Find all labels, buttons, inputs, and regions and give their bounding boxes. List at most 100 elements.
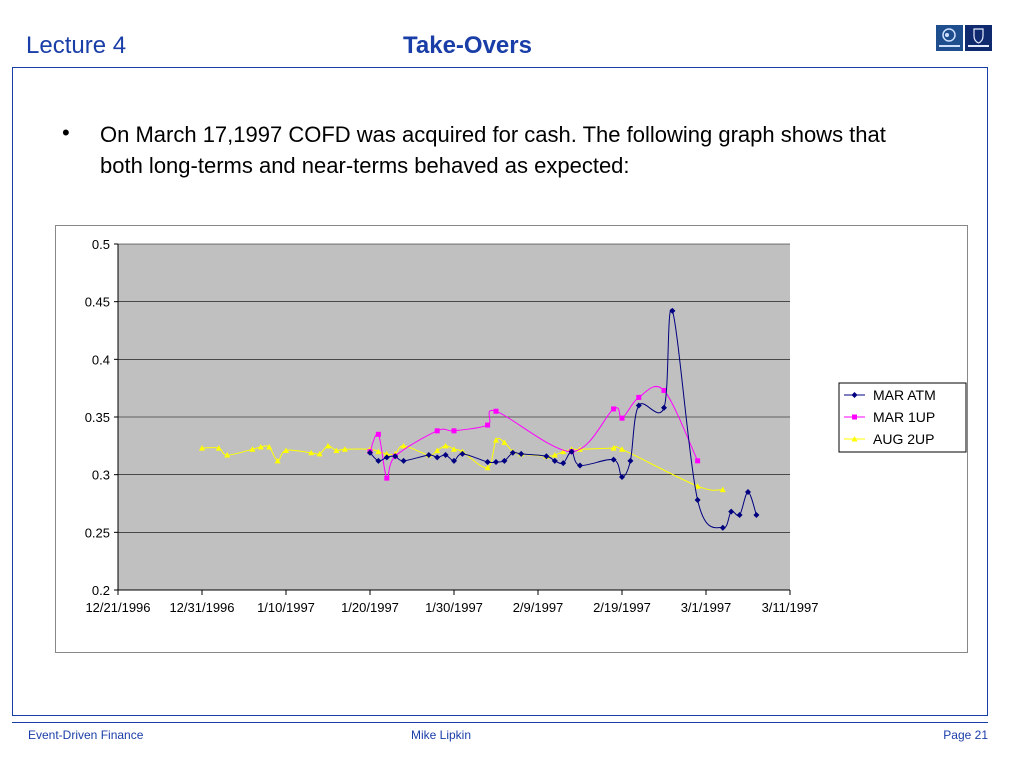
footer-divider: [12, 722, 988, 723]
oxford-crest-logo: [965, 25, 992, 51]
data-point-mar-atm: [736, 512, 743, 519]
data-point-aug-2up: [333, 447, 340, 453]
data-point-mar-atm: [635, 402, 642, 409]
x-tick-label: 2/19/1997: [593, 600, 651, 615]
lecture-label: Lecture 4: [26, 32, 127, 59]
data-point-mar-atm: [509, 449, 516, 456]
legend-marker-mar-1up: [852, 414, 857, 420]
data-point-aug-2up: [266, 443, 273, 450]
data-point-mar-atm: [400, 457, 407, 464]
data-point-mar-1up: [384, 475, 390, 481]
footer-course: Event-Driven Finance: [28, 728, 144, 742]
data-point-aug-2up: [694, 483, 701, 489]
data-point-mar-atm: [568, 448, 575, 455]
data-point-aug-2up: [283, 447, 289, 453]
x-tick-label: 12/21/1996: [85, 600, 150, 615]
data-point-aug-2up: [451, 446, 457, 452]
data-point-aug-2up: [719, 486, 726, 493]
legend-marker-mar-atm: [851, 392, 858, 398]
data-point-mar-1up: [661, 387, 667, 393]
data-point-aug-2up: [316, 450, 323, 457]
x-tick-label: 1/30/1997: [425, 600, 483, 615]
y-tick-label: 0.35: [85, 410, 110, 425]
data-point-mar-1up: [695, 458, 701, 464]
data-point-mar-atm: [753, 512, 760, 519]
x-tick-label: 1/20/1997: [341, 600, 399, 615]
data-point-aug-2up: [560, 448, 567, 455]
data-point-mar-1up: [375, 431, 381, 437]
data-point-mar-atm: [619, 473, 625, 480]
business-school-logo: [936, 25, 963, 51]
data-point-mar-atm: [493, 458, 499, 465]
y-tick-label: 0.25: [85, 525, 110, 540]
legend-label-aug-2up: AUG 2UP: [873, 431, 934, 447]
data-point-mar-atm: [501, 457, 508, 464]
data-point-mar-1up: [434, 428, 440, 434]
data-point-mar-atm: [694, 497, 701, 504]
data-point-mar-atm: [719, 524, 726, 531]
legend-marker-aug-2up: [851, 436, 858, 442]
data-point-aug-2up: [215, 445, 222, 451]
data-point-mar-1up: [485, 422, 491, 428]
y-tick-label: 0.5: [92, 237, 110, 252]
data-point-mar-atm: [484, 458, 491, 465]
x-tick-label: 3/11/1997: [762, 600, 819, 615]
chart-container: 0.5 0.45 0.4 0.35 0.3 0.25 0.2 12/21/1996 12/31/…: [55, 225, 968, 653]
data-point-mar-atm: [451, 457, 457, 464]
data-point-aug-2up: [308, 449, 315, 456]
content-frame: [12, 67, 988, 716]
university-logo: [936, 25, 992, 51]
bullet-marker: •: [62, 120, 70, 145]
x-tick-label: 12/31/1996: [169, 600, 234, 615]
data-point-mar-atm: [745, 488, 751, 495]
data-point-mar-1up: [451, 428, 457, 434]
data-point-aug-2up: [501, 439, 508, 445]
data-point-aug-2up: [383, 450, 390, 457]
data-point-aug-2up: [199, 445, 205, 451]
data-point-mar-atm: [367, 449, 373, 456]
slide-title: Take-Overs: [403, 32, 532, 59]
x-tick-label: 1/10/1997: [257, 600, 315, 615]
data-point-mar-atm: [577, 462, 583, 469]
y-tick-label: 0.3: [92, 468, 110, 483]
data-point-mar-atm: [610, 456, 617, 463]
data-point-mar-1up: [493, 408, 499, 414]
data-point-mar-atm: [627, 457, 634, 464]
data-point-mar-atm: [425, 452, 432, 459]
data-point-aug-2up: [442, 442, 449, 449]
data-point-mar-1up: [636, 394, 642, 400]
legend: MAR ATM MAR 1UP AUG 2UP: [838, 382, 967, 453]
data-point-mar-atm: [661, 404, 667, 411]
data-point-mar-atm: [442, 452, 449, 459]
data-point-mar-1up: [619, 415, 625, 421]
data-point-mar-atm: [543, 453, 550, 460]
axes: 0.5 0.45 0.4 0.35 0.3 0.25 0.2 12/21/1996 12/31/…: [85, 237, 819, 615]
data-point-aug-2up: [257, 443, 264, 450]
data-point-aug-2up: [493, 437, 499, 443]
series-layer: [199, 307, 760, 531]
chart-svg: 0.5 0.45 0.4 0.35 0.3 0.25 0.2 12/21/1996 12/31/…: [55, 225, 968, 653]
x-tick-label: 2/9/1997: [513, 600, 564, 615]
series-mar-atm: [367, 307, 760, 531]
data-point-aug-2up: [610, 445, 617, 451]
data-point-aug-2up: [375, 448, 382, 455]
data-point-aug-2up: [274, 457, 281, 464]
footer-author: Mike Lipkin: [411, 728, 472, 742]
x-tick-label: 3/1/1997: [681, 600, 732, 615]
data-point-mar-atm: [728, 508, 735, 515]
data-point-aug-2up: [341, 446, 348, 452]
y-tick-label: 0.4: [92, 352, 110, 367]
bullet-text: On March 17,1997 COFD was acquired for c…: [100, 122, 886, 178]
data-point-mar-atm: [383, 454, 390, 461]
data-point-mar-atm: [518, 450, 525, 457]
data-point-mar-atm: [459, 450, 466, 457]
footer-page: Page 21: [943, 728, 988, 742]
data-point-aug-2up: [325, 442, 331, 449]
data-point-mar-atm: [392, 453, 399, 460]
data-point-mar-atm: [434, 454, 441, 461]
data-point-aug-2up: [484, 464, 491, 471]
legend-label-mar-atm: MAR ATM: [873, 387, 936, 403]
data-point-mar-atm: [669, 307, 676, 314]
data-point-mar-atm: [560, 460, 567, 467]
legend-label-mar-1up: MAR 1UP: [873, 409, 935, 425]
